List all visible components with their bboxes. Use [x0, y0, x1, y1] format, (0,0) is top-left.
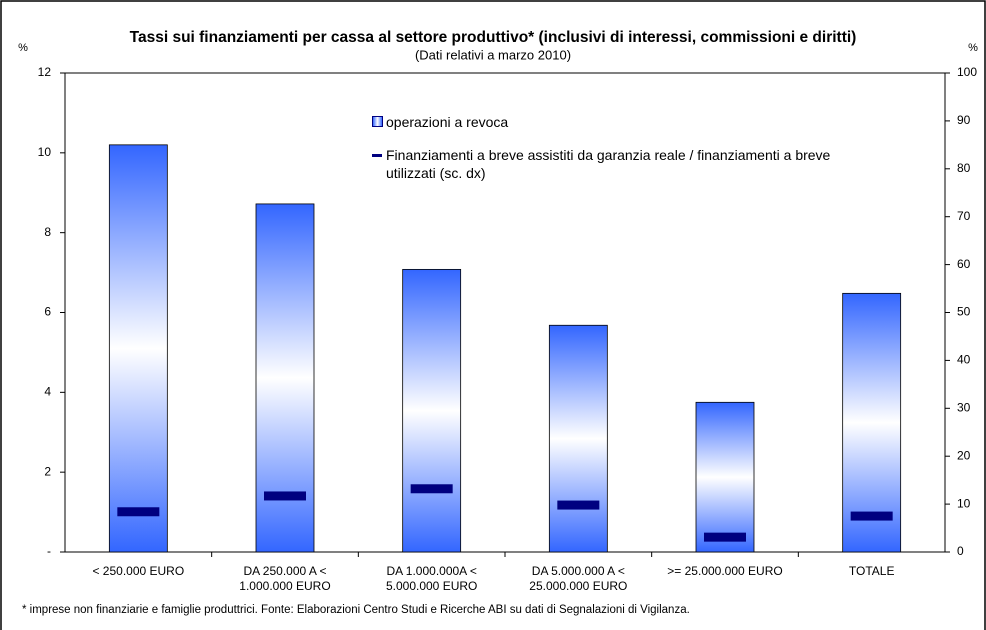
- y2-tick-label: 70: [957, 209, 971, 223]
- plot-area: [64, 72, 946, 553]
- bar: [108, 144, 168, 553]
- marker: [557, 500, 600, 510]
- y2-tick-label: 60: [957, 257, 971, 271]
- bar: [695, 401, 755, 553]
- chart-subtitle: (Dati relativi a marzo 2010): [415, 47, 571, 62]
- x-tick-label: DA 5.000.000 A <: [532, 564, 625, 578]
- y2-tick-label: 0: [957, 544, 964, 558]
- y-tick-label: 6: [44, 305, 51, 319]
- footnote: * imprese non finanziarie e famiglie pro…: [22, 604, 690, 616]
- y2-tick-label: 30: [957, 400, 971, 414]
- legend-item: Finanziamenti a breve assistiti da garan…: [372, 146, 882, 182]
- marker: [704, 532, 746, 542]
- y-tick-label: 8: [44, 225, 51, 239]
- legend-swatch: [372, 154, 382, 157]
- legend-item: operazioni a revoca: [372, 113, 508, 131]
- marker: [850, 511, 893, 521]
- y2-tick-label: 20: [957, 448, 971, 462]
- marker: [264, 491, 306, 501]
- x-tick-label: < 250.000 EURO: [92, 564, 184, 578]
- y2-tick-label: 40: [957, 353, 971, 367]
- bar: [548, 324, 608, 553]
- y2-tick-label: 80: [957, 161, 971, 175]
- x-tick-label: 25.000.000 EURO: [529, 579, 627, 593]
- y2-tick-label: 100: [957, 65, 977, 79]
- legend-label: Finanziamenti a breve assistiti da garan…: [386, 147, 831, 181]
- y-tick-label: 10: [38, 145, 52, 159]
- x-tick-label: DA 1.000.000A <: [386, 564, 476, 578]
- legend-label: operazioni a revoca: [386, 114, 509, 130]
- y-unit: %: [18, 42, 28, 54]
- y2-tick-label: 10: [957, 496, 971, 510]
- chart-title: Tassi sui finanziamenti per cassa al set…: [130, 29, 857, 46]
- y-tick-label: -: [47, 544, 51, 558]
- y2-tick-label: 50: [957, 305, 971, 319]
- y2-unit: %: [968, 42, 978, 54]
- bar: [842, 292, 902, 553]
- bar: [402, 268, 462, 553]
- marker: [117, 507, 160, 517]
- y-tick-label: 4: [44, 385, 51, 399]
- x-tick-label: >= 25.000.000 EURO: [667, 564, 782, 578]
- y-tick-label: 2: [44, 464, 51, 478]
- x-tick-label: TOTALE: [849, 564, 895, 578]
- legend-swatch: [372, 116, 383, 127]
- y-tick-label: 12: [38, 65, 52, 79]
- marker: [410, 484, 453, 494]
- x-tick-label: 1.000.000 EURO: [239, 579, 330, 593]
- x-tick-label: 5.000.000 EURO: [386, 579, 477, 593]
- y2-tick-label: 90: [957, 113, 971, 127]
- x-tick-label: DA 250.000 A <: [243, 564, 326, 578]
